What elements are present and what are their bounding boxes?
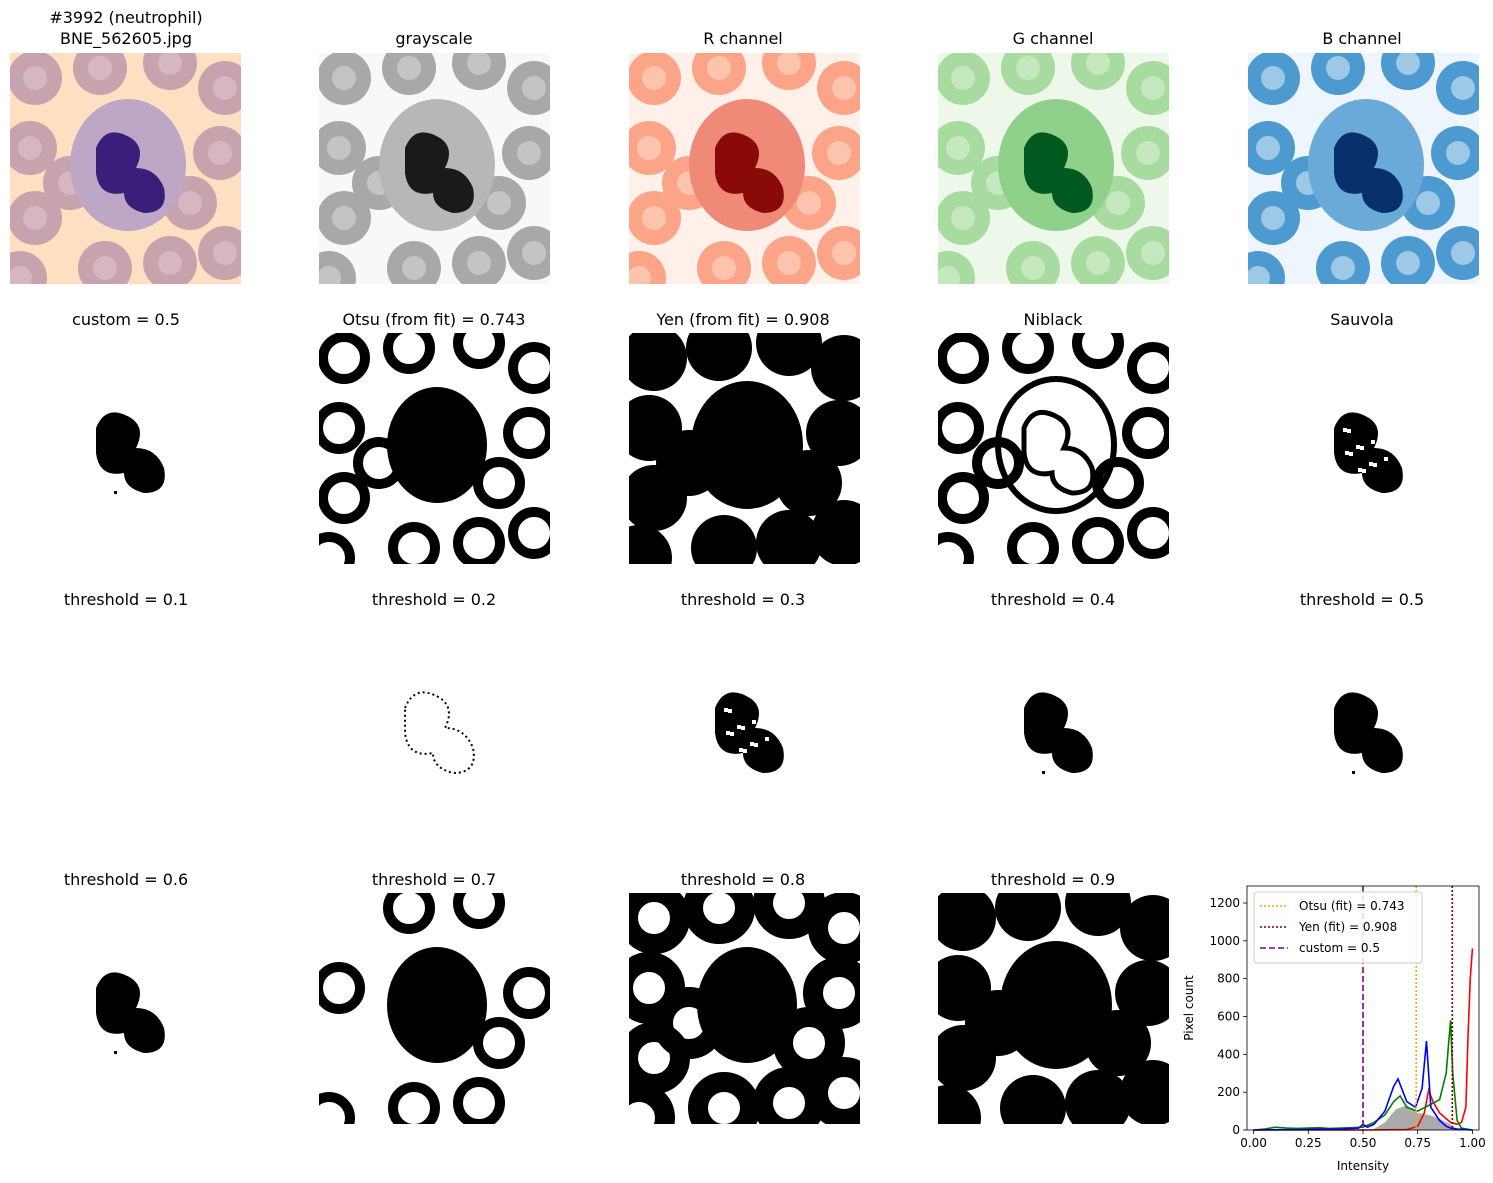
nucleus-mask — [715, 692, 784, 773]
title-threshold-0-9: threshold = 0.9 — [990, 870, 1116, 889]
y-tick-label: 1000 — [1209, 934, 1240, 948]
title-threshold-0-2: threshold = 0.2 — [371, 590, 497, 609]
gray-histogram-area — [1373, 1105, 1458, 1130]
neutrophil-mask — [387, 947, 487, 1063]
nucleus-mask — [1334, 412, 1403, 493]
cell-mask — [1065, 1070, 1131, 1136]
x-tick-label: 0.00 — [1240, 1136, 1267, 1150]
custom-mask — [10, 333, 241, 564]
histogram-plot: 0.00 0.25 0.50 0.75 1.00 0 200 400 600 800 1000 120… — [1182, 885, 1486, 1173]
nucleus-mask — [1024, 692, 1093, 773]
cell-mask — [937, 332, 989, 384]
y-tick-label: 800 — [1217, 972, 1240, 986]
legend-entry: Yen (fit) = 0.908 — [1298, 920, 1397, 934]
g-channel-image — [921, 36, 1180, 305]
title-yen: Yen (from fit) = 0.908 — [656, 310, 830, 329]
nucleus-mask — [96, 972, 165, 1053]
cell-mask — [318, 472, 370, 524]
nucleus — [405, 132, 474, 213]
y-tick-label: 1200 — [1209, 896, 1240, 910]
cell-mask — [806, 400, 872, 466]
x-tick-label: 0.25 — [1295, 1136, 1322, 1150]
legend: Otsu (fit) = 0.743 Yen (fit) = 0.908 custo… — [1253, 891, 1423, 964]
threshold-0-7-mask — [303, 877, 555, 1144]
x-tick-label: 0.50 — [1350, 1136, 1377, 1150]
niblack-mask — [922, 317, 1179, 584]
title-custom: custom = 0.5 — [72, 310, 180, 329]
title-g-channel: G channel — [1012, 29, 1094, 48]
figure-title-line2: BNE_562605.jpg — [60, 29, 192, 48]
threshold-0-5-mask — [1248, 613, 1479, 844]
y-tick-label: 400 — [1217, 1047, 1240, 1061]
green-channel-curve — [1253, 1020, 1473, 1131]
threshold-0-4-mask — [938, 613, 1169, 844]
cell-mask — [473, 1017, 525, 1069]
cell-image — [612, 36, 871, 305]
title-niblack: Niblack — [1023, 310, 1083, 329]
r-channel-image — [612, 36, 871, 305]
x-axis-label: Intensity — [1337, 1159, 1389, 1173]
cell-mask — [1092, 457, 1144, 509]
legend-entry: custom = 0.5 — [1299, 941, 1380, 955]
x-tick-label: 0.75 — [1404, 1136, 1431, 1150]
title-threshold-0-1: threshold = 0.1 — [63, 590, 189, 609]
original-image — [0, 36, 252, 305]
title-r-channel: R channel — [703, 29, 783, 48]
neutrophil-mask — [691, 381, 803, 509]
neutrophil-mask — [697, 947, 797, 1063]
cell-image — [921, 36, 1180, 305]
otsu-mask — [303, 317, 560, 584]
cell-image — [302, 36, 561, 305]
cell-mask — [1115, 960, 1181, 1026]
plot-frame — [1246, 885, 1480, 1131]
title-grayscale: grayscale — [395, 29, 473, 48]
cell-mask — [473, 457, 525, 509]
y-tick-label: 0 — [1232, 1123, 1240, 1137]
title-threshold-0-5: threshold = 0.5 — [1299, 590, 1425, 609]
neutrophil-mask — [1000, 941, 1112, 1069]
title-sauvola: Sauvola — [1330, 310, 1394, 329]
grayscale-image — [302, 36, 561, 305]
title-threshold-0-7: threshold = 0.7 — [371, 870, 497, 889]
sauvola-mask — [1248, 333, 1479, 564]
nucleus — [96, 132, 165, 213]
threshold-0-2-mask — [319, 613, 550, 844]
legend-entry: Otsu (fit) = 0.743 — [1299, 899, 1405, 913]
cell-mask — [621, 325, 687, 391]
title-otsu: Otsu (from fit) = 0.743 — [342, 310, 526, 329]
red-channel-curve — [1253, 948, 1474, 1131]
title-threshold-0-6: threshold = 0.6 — [63, 870, 189, 889]
cell-image — [1231, 36, 1490, 305]
nucleus — [1334, 132, 1403, 213]
cell-image — [0, 36, 252, 305]
neutrophil-mask — [387, 387, 487, 503]
y-tick-label: 200 — [1217, 1085, 1240, 1099]
title-threshold-0-8: threshold = 0.8 — [680, 870, 806, 889]
yen-mask — [606, 310, 877, 591]
x-tick-label: 1.00 — [1459, 1136, 1486, 1150]
blue-channel-curve — [1253, 1041, 1473, 1131]
title-threshold-0-4: threshold = 0.4 — [990, 590, 1116, 609]
figure-title-line1: #3992 (neutrophil) — [49, 8, 203, 27]
threshold-0-9-mask — [915, 870, 1186, 1151]
title-threshold-0-3: threshold = 0.3 — [680, 590, 806, 609]
threshold-0-8-mask — [603, 867, 880, 1154]
b-channel-image — [1231, 36, 1490, 305]
neutrophil-mask — [995, 376, 1117, 514]
title-b-channel: B channel — [1322, 29, 1402, 48]
threshold-0-6-mask — [10, 893, 241, 1124]
threshold-0-3-mask — [629, 613, 860, 844]
y-axis-label: Pixel count — [1182, 975, 1196, 1041]
nucleus — [715, 132, 784, 213]
nucleus-mask — [1334, 692, 1403, 773]
threshold-0-1-mask — [10, 613, 241, 844]
cell-mask — [756, 510, 822, 576]
legend-box — [1253, 891, 1423, 964]
y-tick-label: 600 — [1217, 1010, 1240, 1024]
cell-mask — [318, 332, 370, 384]
cell-mask — [930, 885, 996, 951]
nucleus-mask — [96, 412, 165, 493]
cell-mask — [937, 472, 989, 524]
nucleus — [1024, 132, 1093, 213]
